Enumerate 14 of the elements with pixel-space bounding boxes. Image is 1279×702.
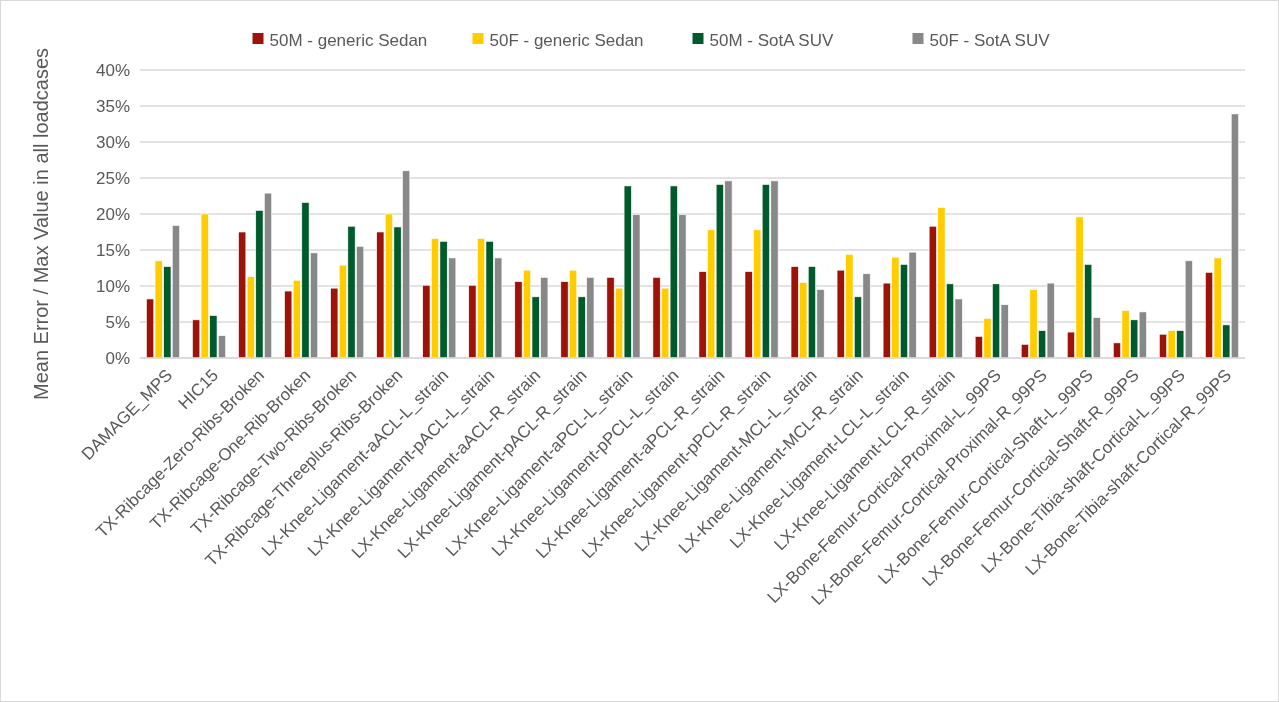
- y-axis-title: Mean Error / Max Value in all loadcases: [30, 47, 52, 401]
- y-tick-label: 40%: [95, 60, 130, 80]
- y-tick-label: 20%: [95, 204, 130, 224]
- y-tick-label: 5%: [105, 312, 130, 332]
- y-tick-label: 10%: [95, 276, 130, 296]
- y-tick-label: 0%: [105, 348, 130, 368]
- y-tick-label: 35%: [95, 96, 130, 116]
- legend-label: 50F - SotA SUV: [929, 30, 1051, 50]
- y-tick-label: 15%: [95, 240, 130, 260]
- y-tick-label: 25%: [95, 168, 130, 188]
- y-tick-label: 30%: [95, 132, 130, 152]
- legend-label: 50F - generic Sedan: [489, 30, 644, 50]
- legend-label: 50M - generic Sedan: [269, 30, 428, 50]
- legend-label: 50M - SotA SUV: [709, 30, 834, 50]
